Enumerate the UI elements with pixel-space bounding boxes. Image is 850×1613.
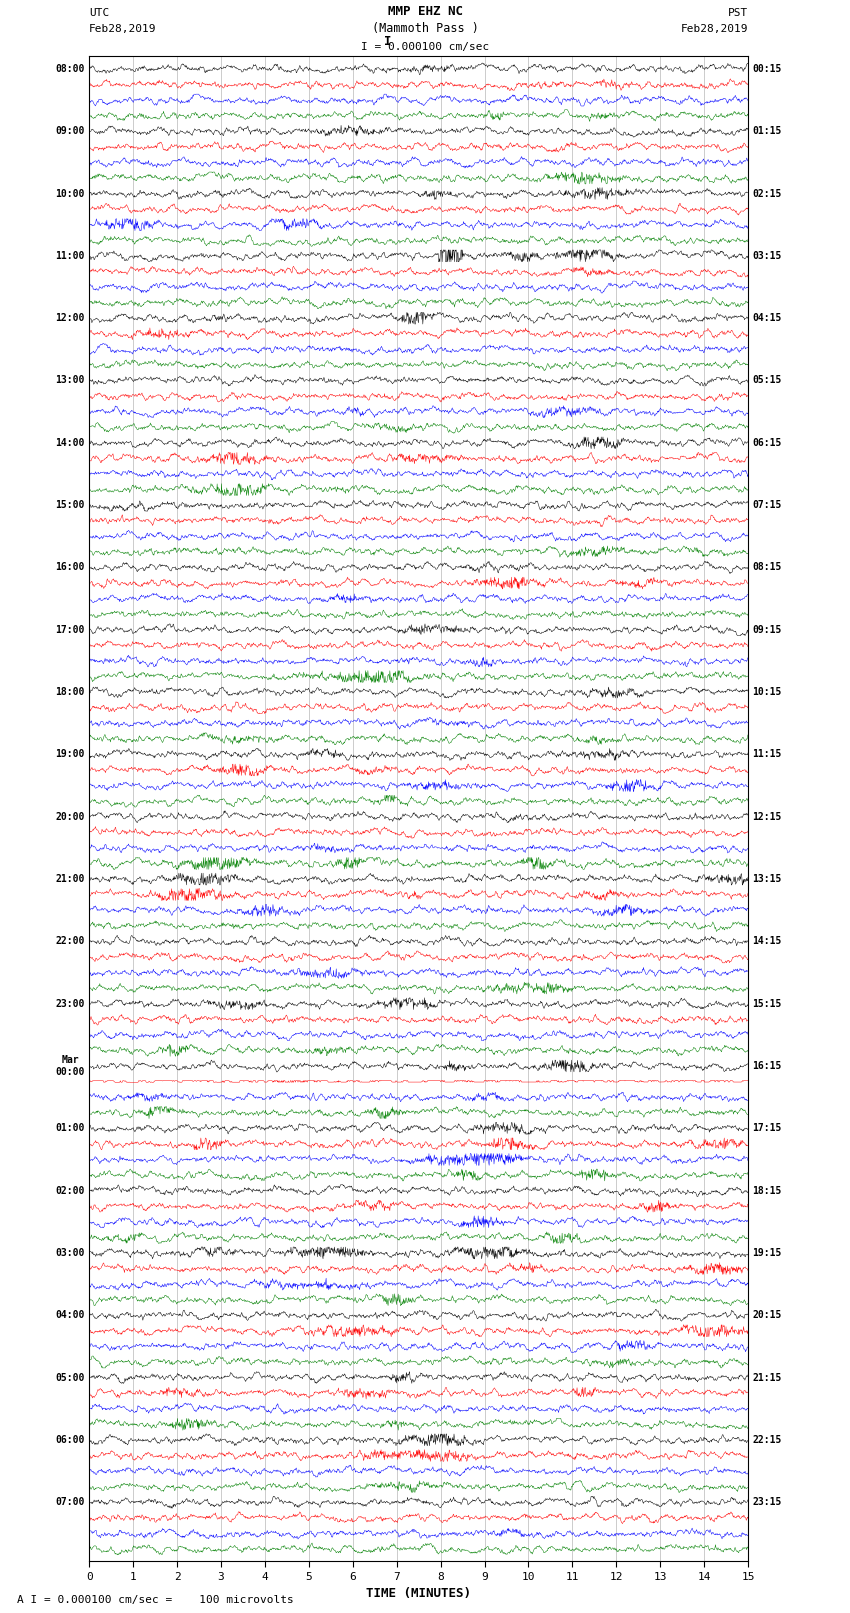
Text: 12:00: 12:00 bbox=[55, 313, 85, 323]
Text: 04:15: 04:15 bbox=[752, 313, 782, 323]
Text: 06:00: 06:00 bbox=[55, 1436, 85, 1445]
Text: 10:15: 10:15 bbox=[752, 687, 782, 697]
Text: 03:15: 03:15 bbox=[752, 252, 782, 261]
Text: 13:15: 13:15 bbox=[752, 874, 782, 884]
Text: Mar
00:00: Mar 00:00 bbox=[55, 1055, 85, 1077]
Text: 19:15: 19:15 bbox=[752, 1248, 782, 1258]
Text: 07:15: 07:15 bbox=[752, 500, 782, 510]
Text: 01:15: 01:15 bbox=[752, 126, 782, 135]
Text: 10:00: 10:00 bbox=[55, 189, 85, 198]
Text: 15:15: 15:15 bbox=[752, 998, 782, 1008]
Text: 20:15: 20:15 bbox=[752, 1310, 782, 1319]
Text: I = 0.000100 cm/sec: I = 0.000100 cm/sec bbox=[361, 42, 489, 52]
Text: 16:00: 16:00 bbox=[55, 563, 85, 573]
Text: 11:15: 11:15 bbox=[752, 750, 782, 760]
Text: 00:15: 00:15 bbox=[752, 65, 782, 74]
Text: 07:00: 07:00 bbox=[55, 1497, 85, 1507]
Text: 17:00: 17:00 bbox=[55, 624, 85, 636]
Text: UTC: UTC bbox=[89, 8, 110, 18]
Text: 01:00: 01:00 bbox=[55, 1123, 85, 1134]
Text: 19:00: 19:00 bbox=[55, 750, 85, 760]
Text: 02:15: 02:15 bbox=[752, 189, 782, 198]
Text: 15:00: 15:00 bbox=[55, 500, 85, 510]
Text: PST: PST bbox=[728, 8, 748, 18]
Text: 09:00: 09:00 bbox=[55, 126, 85, 135]
Text: Feb28,2019: Feb28,2019 bbox=[89, 24, 156, 34]
Text: I: I bbox=[384, 35, 391, 48]
Text: 02:00: 02:00 bbox=[55, 1186, 85, 1195]
Text: 18:00: 18:00 bbox=[55, 687, 85, 697]
Text: 09:15: 09:15 bbox=[752, 624, 782, 636]
Text: 21:00: 21:00 bbox=[55, 874, 85, 884]
Text: A I = 0.000100 cm/sec =    100 microvolts: A I = 0.000100 cm/sec = 100 microvolts bbox=[17, 1595, 294, 1605]
Text: 16:15: 16:15 bbox=[752, 1061, 782, 1071]
Text: MMP EHZ NC: MMP EHZ NC bbox=[388, 5, 462, 18]
X-axis label: TIME (MINUTES): TIME (MINUTES) bbox=[366, 1587, 471, 1600]
Text: 06:15: 06:15 bbox=[752, 437, 782, 448]
Text: 22:15: 22:15 bbox=[752, 1436, 782, 1445]
Text: 08:15: 08:15 bbox=[752, 563, 782, 573]
Text: 22:00: 22:00 bbox=[55, 936, 85, 947]
Text: 17:15: 17:15 bbox=[752, 1123, 782, 1134]
Text: 04:00: 04:00 bbox=[55, 1310, 85, 1319]
Text: 21:15: 21:15 bbox=[752, 1373, 782, 1382]
Text: 05:15: 05:15 bbox=[752, 376, 782, 386]
Text: 11:00: 11:00 bbox=[55, 252, 85, 261]
Text: 13:00: 13:00 bbox=[55, 376, 85, 386]
Text: 23:15: 23:15 bbox=[752, 1497, 782, 1507]
Text: 14:00: 14:00 bbox=[55, 437, 85, 448]
Text: 08:00: 08:00 bbox=[55, 65, 85, 74]
Text: 23:00: 23:00 bbox=[55, 998, 85, 1008]
Text: 18:15: 18:15 bbox=[752, 1186, 782, 1195]
Text: 05:00: 05:00 bbox=[55, 1373, 85, 1382]
Text: 20:00: 20:00 bbox=[55, 811, 85, 821]
Text: 03:00: 03:00 bbox=[55, 1248, 85, 1258]
Text: Feb28,2019: Feb28,2019 bbox=[681, 24, 748, 34]
Text: (Mammoth Pass ): (Mammoth Pass ) bbox=[371, 23, 479, 35]
Text: 12:15: 12:15 bbox=[752, 811, 782, 821]
Text: 14:15: 14:15 bbox=[752, 936, 782, 947]
